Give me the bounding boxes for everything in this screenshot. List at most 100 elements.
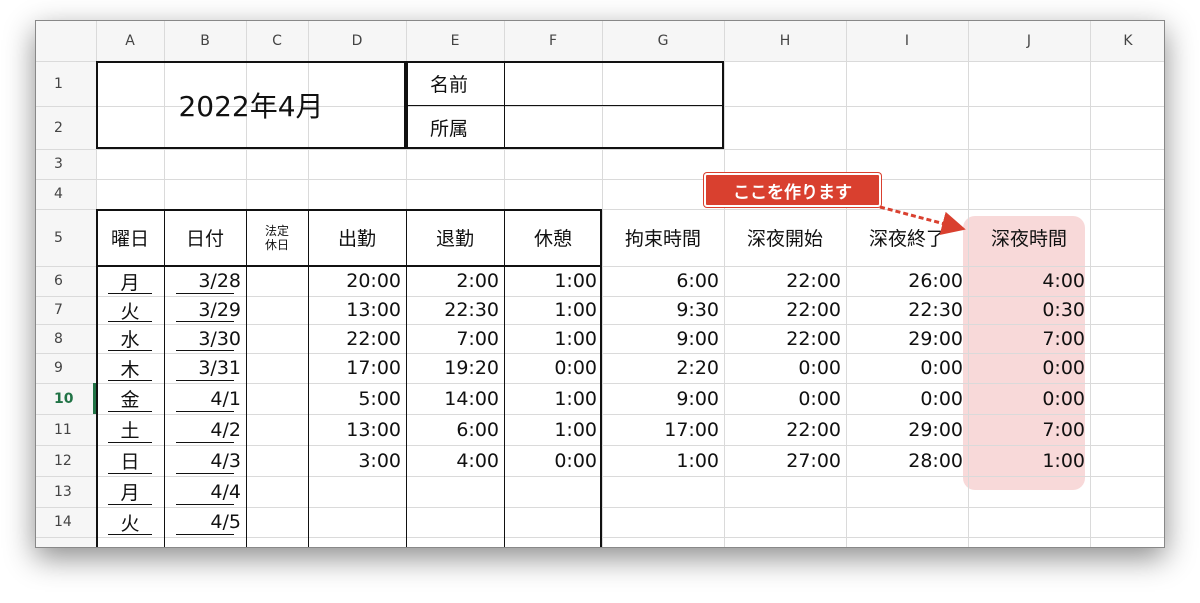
table-header: 法定休日	[264, 223, 289, 252]
table-cell: 1:00	[554, 387, 597, 410]
cell-underline	[176, 293, 234, 294]
cell-underline	[108, 411, 152, 412]
row-header: 6	[54, 273, 63, 289]
table-cell: 火	[120, 300, 140, 323]
table-cell: 9:00	[676, 327, 719, 350]
spreadsheet: A B C D E F G H I J K 1 2 3 4 5 6 7 8 9 10 11 12 13 14 2022年4月 名前所…	[35, 20, 1165, 548]
table-header: 深夜開始	[746, 228, 823, 250]
table-cell: 月	[120, 271, 140, 294]
table-cell: 28:00	[908, 449, 963, 472]
column-header: G	[657, 33, 669, 49]
table-cell: 0:00	[1042, 357, 1085, 379]
table-cell: 13:00	[346, 299, 401, 321]
column-header: H	[779, 33, 791, 49]
table-cell: 14:00	[444, 387, 499, 410]
table-cell: 6:00	[456, 418, 499, 441]
row-header: 8	[54, 330, 63, 347]
grid-line	[724, 21, 725, 547]
table-header: 休憩	[533, 228, 572, 250]
row-header: 11	[54, 421, 72, 438]
table-header: 曜日	[110, 228, 149, 250]
table-cell: 26:00	[908, 270, 963, 292]
column-header: F	[548, 33, 558, 49]
cell-underline	[108, 473, 152, 474]
table-cell: 7:00	[456, 327, 499, 350]
table-cell: 土	[120, 420, 140, 442]
row-header: 12	[54, 452, 72, 469]
table-cell: 22:30	[908, 299, 963, 321]
table-col-line	[308, 209, 309, 547]
cell-underline	[108, 350, 152, 351]
cell-underline	[176, 442, 234, 443]
row-header: 4	[54, 186, 63, 202]
info-line	[406, 105, 724, 106]
row-header: 14	[54, 514, 72, 530]
title-box	[96, 61, 406, 149]
row-header: 3	[54, 156, 63, 172]
table-cell: 4/2	[210, 418, 241, 441]
column-header: B	[200, 33, 210, 49]
column-header: E	[450, 33, 460, 49]
table-cell: 4:00	[456, 449, 499, 472]
table-cell: 1:00	[1042, 449, 1085, 472]
table-cell: 3/30	[198, 327, 241, 350]
table-cell: 0:00	[920, 387, 963, 410]
table-header: 出勤	[337, 228, 376, 250]
table-header: 拘束時間	[624, 228, 701, 250]
table-cell: 3:00	[358, 449, 401, 472]
table-cell: 29:00	[908, 418, 963, 441]
table-cell: 4:00	[1042, 270, 1085, 292]
table-cell: 日	[120, 451, 140, 473]
grid-line	[36, 106, 1164, 107]
table-cell: 22:30	[444, 299, 499, 321]
table-cell: 22:00	[786, 418, 841, 441]
table-cell: 1:00	[676, 449, 719, 472]
cell-underline	[108, 442, 152, 443]
grid-line	[36, 179, 1164, 180]
row-header: 13	[54, 483, 72, 500]
cell-underline	[108, 321, 152, 322]
table-cell: 22:00	[786, 327, 841, 350]
cell-underline	[176, 534, 234, 535]
column-header: C	[272, 33, 282, 49]
table-cell: 7:00	[1042, 418, 1085, 441]
table-cell: 0:00	[798, 357, 841, 379]
column-header: K	[1123, 33, 1133, 49]
table-cell: 17:00	[664, 418, 719, 441]
table-cell: 3/29	[198, 299, 241, 321]
table-cell: 4/3	[210, 449, 241, 472]
table-header: 日付	[185, 228, 224, 250]
callout: ここを作ります	[704, 173, 881, 207]
table-cell: 22:00	[786, 299, 841, 321]
table-cell: 金	[120, 389, 140, 411]
info-label: 名前	[430, 74, 469, 96]
cell-underline	[176, 473, 234, 474]
grid-line	[96, 21, 97, 61]
table-cell: 7:00	[1042, 327, 1085, 350]
title: 2022年4月	[178, 90, 324, 123]
cell-underline	[108, 534, 152, 535]
row-header: 1	[54, 75, 63, 92]
table-cell: 13:00	[346, 418, 401, 441]
table-cell: 水	[120, 329, 140, 351]
table-cell: 0:00	[798, 387, 841, 410]
table-header: 深夜終了	[868, 228, 945, 250]
callout-arrow	[879, 205, 966, 236]
table-cell: 4/1	[210, 387, 241, 410]
cell-underline	[176, 350, 234, 351]
grid-line	[36, 149, 1164, 150]
table-cell: 月	[120, 482, 140, 504]
table-cell: 1:00	[554, 418, 597, 441]
table-cell: 0:00	[920, 357, 963, 379]
table-cell: 0:30	[1042, 299, 1085, 321]
table-cell: 0:00	[554, 357, 597, 379]
column-header: J	[1026, 33, 1032, 49]
table-cell: 27:00	[786, 449, 841, 472]
table-cell: 1:00	[554, 270, 597, 292]
cell-underline	[176, 411, 234, 412]
table-cell: 29:00	[908, 327, 963, 350]
table-cell: 3/31	[198, 357, 241, 379]
column-header: D	[351, 33, 363, 49]
cell-underline	[108, 293, 152, 294]
